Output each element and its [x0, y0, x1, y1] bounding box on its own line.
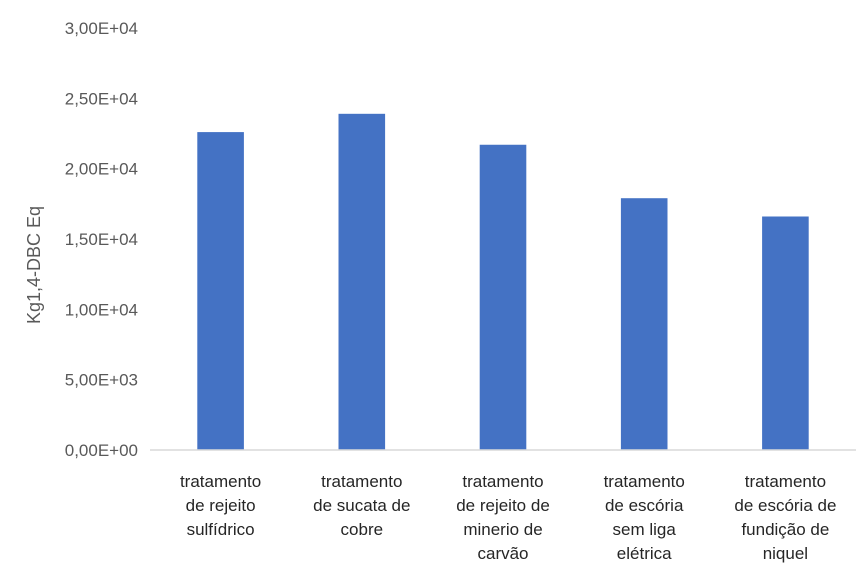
x-category-label: tratamento de sucata de cobre	[313, 472, 410, 539]
x-category-label: tratamento de rejeito sulfídrico	[180, 472, 261, 539]
bar	[762, 216, 809, 450]
y-tick-label: 1,50E+04	[65, 230, 138, 249]
y-tick-label: 3,00E+04	[65, 19, 138, 38]
y-axis-label: Kg1,4-DBC Eq	[24, 206, 44, 324]
bars	[197, 113, 809, 451]
x-category-labels: tratamento de rejeito sulfídrico tratamento…	[180, 472, 836, 563]
y-tick-label: 0,00E+00	[65, 441, 138, 460]
y-axis: Kg1,4-DBC Eq 0,00E+00 5,00E+03 1,00E+04 1,5…	[24, 19, 138, 460]
y-tick-label: 2,50E+04	[65, 89, 138, 108]
y-tick-label: 5,00E+03	[65, 371, 138, 390]
bar	[479, 144, 527, 450]
x-category-label: tratamento de escória de fundição de niquel	[734, 472, 836, 563]
x-category-label: tratamento de escória sem liga elétrica	[604, 472, 685, 563]
y-tick-label: 1,00E+04	[65, 300, 138, 319]
bar	[197, 132, 244, 451]
y-tick-labels: 0,00E+00 5,00E+03 1,00E+04 1,50E+04 2,00E+04…	[65, 19, 138, 460]
x-category-label: tratamento de rejeito de minerio de carvão	[456, 472, 550, 563]
y-tick-label: 2,00E+04	[65, 160, 138, 179]
bar	[620, 198, 668, 450]
bar	[338, 113, 386, 450]
